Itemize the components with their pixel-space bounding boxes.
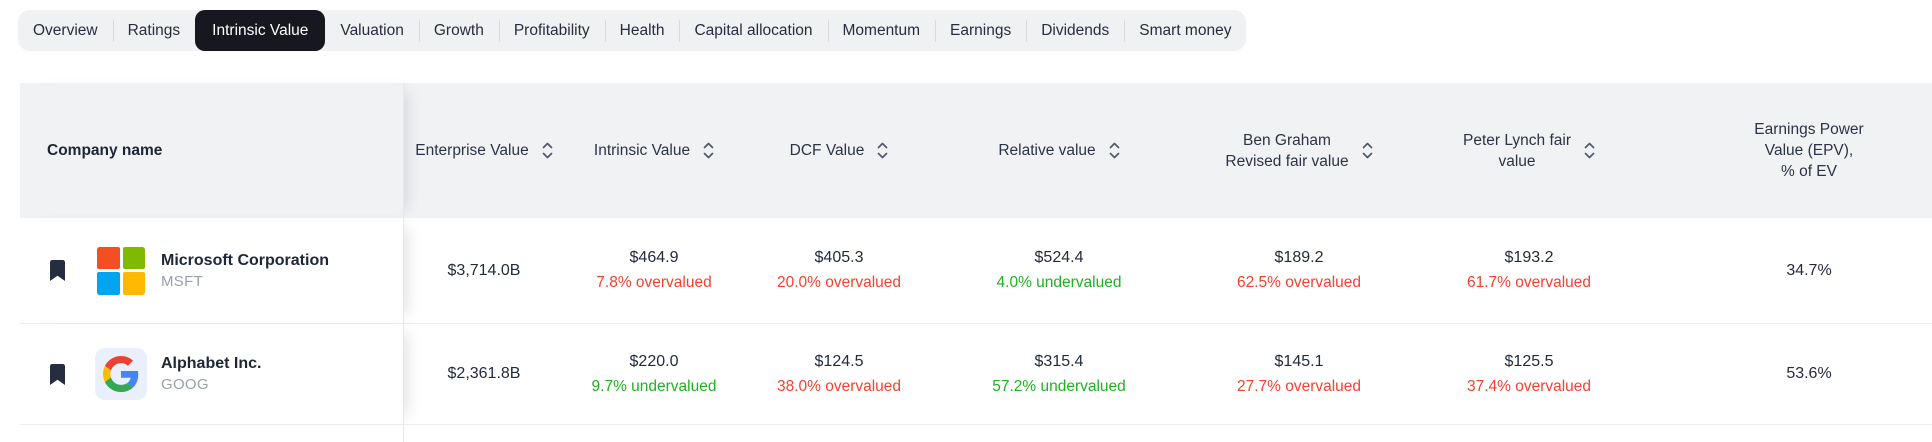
column-header-ben-graham[interactable]: Ben Graham Revised fair value bbox=[1184, 83, 1414, 218]
comparison-table: Company name Enterprise Value Intrinsic … bbox=[20, 83, 1932, 442]
tab-health[interactable]: Health bbox=[605, 10, 680, 51]
dcf-value-cell: $405.3 20.0% overvalued bbox=[744, 218, 934, 323]
valuation-status: 61.7% overvalued bbox=[1466, 274, 1592, 291]
column-label: Intrinsic Value bbox=[593, 142, 691, 159]
cell-value: $193.2 bbox=[1504, 249, 1554, 266]
dcf-value-cell: $124.5 38.0% overvalued bbox=[744, 324, 934, 424]
bookmark-icon[interactable] bbox=[50, 363, 65, 385]
cell-value: $405.3 bbox=[814, 249, 864, 266]
column-header-peter-lynch[interactable]: Peter Lynch fair value bbox=[1414, 83, 1644, 218]
valuation-status: 9.7% undervalued bbox=[591, 377, 717, 395]
valuation-status: 57.2% undervalued bbox=[992, 377, 1126, 395]
column-label: Peter Lynch fair value bbox=[1463, 131, 1571, 170]
tab-profitability[interactable]: Profitability bbox=[499, 10, 605, 51]
relative-value-cell: $315.4 57.2% undervalued bbox=[934, 324, 1184, 424]
company-cell: Alphabet Inc. GOOG bbox=[20, 324, 404, 424]
tab-ratings[interactable]: Ratings bbox=[113, 10, 196, 51]
column-header-enterprise-value[interactable]: Enterprise Value bbox=[404, 83, 564, 218]
table-header-row: Company name Enterprise Value Intrinsic … bbox=[20, 83, 1932, 218]
sort-chevrons-icon[interactable] bbox=[877, 141, 888, 160]
intrinsic-value-cell: $220.0 9.7% undervalued bbox=[564, 324, 744, 424]
tab-valuation[interactable]: Valuation bbox=[340, 21, 404, 39]
column-header-company: Company name bbox=[20, 83, 404, 218]
table-row-partial bbox=[20, 425, 1932, 442]
cell-value: $145.1 bbox=[1274, 352, 1324, 370]
column-label: Company name bbox=[47, 142, 163, 159]
bookmark-icon[interactable] bbox=[50, 260, 65, 281]
column-label: DCF Value bbox=[789, 142, 865, 159]
company-ticker: MSFT bbox=[161, 272, 204, 290]
cell-value: $220.0 bbox=[629, 352, 679, 370]
google-logo bbox=[95, 348, 147, 400]
epv-cell: 34.7% bbox=[1644, 218, 1932, 323]
microsoft-logo bbox=[95, 244, 147, 297]
tab-growth[interactable]: Growth bbox=[419, 10, 499, 51]
column-label: Relative value bbox=[998, 142, 1096, 159]
column-label: Enterprise Value bbox=[415, 142, 529, 159]
cell-value: 34.7% bbox=[1786, 261, 1832, 279]
epv-cell: 53.6% bbox=[1644, 324, 1932, 424]
relative-value-cell: $524.4 4.0% undervalued bbox=[934, 218, 1184, 323]
cell-value: $189.2 bbox=[1274, 249, 1324, 266]
table-row-goog: Alphabet Inc. GOOG $2,361.8B $220.0 9.7%… bbox=[20, 324, 1932, 425]
column-header-intrinsic-value[interactable]: Intrinsic Value bbox=[564, 83, 744, 218]
company-ticker: GOOG bbox=[161, 376, 209, 393]
ben-graham-cell: $145.1 27.7% overvalued bbox=[1184, 324, 1414, 424]
section-tab-bar: Overview Ratings Intrinsic Value Valuati… bbox=[18, 10, 1247, 51]
valuation-status: 38.0% overvalued bbox=[776, 377, 902, 395]
cell-value: $524.4 bbox=[1034, 249, 1084, 266]
company-cell bbox=[20, 425, 404, 442]
column-label: Ben Graham Revised fair value bbox=[1225, 131, 1349, 170]
enterprise-value-cell: $3,714.0B bbox=[404, 218, 564, 323]
tab-smart-money[interactable]: Smart money bbox=[1124, 10, 1246, 51]
company-name-link[interactable]: Microsoft Corporation bbox=[161, 251, 329, 269]
valuation-status: 20.0% overvalued bbox=[776, 274, 902, 291]
valuation-status: 62.5% overvalued bbox=[1236, 274, 1362, 291]
sort-chevrons-icon[interactable] bbox=[542, 141, 553, 160]
ben-graham-cell: $189.2 62.5% overvalued bbox=[1184, 218, 1414, 323]
sort-chevrons-icon[interactable] bbox=[1362, 141, 1373, 160]
column-header-dcf-value[interactable]: DCF Value bbox=[744, 83, 934, 218]
cell-value: $3,714.0B bbox=[447, 261, 521, 279]
column-header-relative-value[interactable]: Relative value bbox=[934, 83, 1184, 218]
enterprise-value-cell: $2,361.8B bbox=[404, 324, 564, 424]
column-label: Earnings Power Value (EPV), % of EV bbox=[1754, 121, 1864, 180]
tab-capital-allocation[interactable]: Capital allocation bbox=[679, 10, 827, 51]
cell-value: $2,361.8B bbox=[447, 365, 521, 382]
column-header-epv[interactable]: Earnings Power Value (EPV), % of EV bbox=[1644, 83, 1932, 218]
sort-chevrons-icon[interactable] bbox=[703, 141, 714, 160]
company-name-link[interactable]: Alphabet Inc. bbox=[161, 355, 262, 372]
cell-value: $125.5 bbox=[1504, 352, 1554, 370]
cell-value: 53.6% bbox=[1786, 365, 1832, 382]
tab-momentum[interactable]: Momentum bbox=[828, 10, 936, 51]
cell-value: $124.5 bbox=[814, 352, 864, 370]
valuation-status: 37.4% overvalued bbox=[1466, 377, 1592, 395]
valuation-status: 27.7% overvalued bbox=[1236, 377, 1362, 395]
tab-intrinsic-value[interactable]: Intrinsic Value bbox=[195, 10, 326, 51]
peter-lynch-cell: $193.2 61.7% overvalued bbox=[1414, 218, 1644, 323]
cell-value: $464.9 bbox=[629, 249, 679, 266]
table-row-msft: Microsoft Corporation MSFT $3,714.0B $46… bbox=[20, 218, 1932, 324]
company-cell: Microsoft Corporation MSFT bbox=[20, 218, 404, 323]
intrinsic-value-cell: $464.9 7.8% overvalued bbox=[564, 218, 744, 323]
valuation-status: 4.0% undervalued bbox=[996, 274, 1122, 291]
tab-overview[interactable]: Overview bbox=[33, 21, 98, 39]
cell-value: $315.4 bbox=[1034, 352, 1084, 370]
valuation-status: 7.8% overvalued bbox=[596, 274, 712, 291]
sort-chevrons-icon[interactable] bbox=[1584, 141, 1595, 160]
sort-chevrons-icon[interactable] bbox=[1109, 141, 1120, 160]
peter-lynch-cell: $125.5 37.4% overvalued bbox=[1414, 324, 1644, 424]
tab-earnings[interactable]: Earnings bbox=[935, 10, 1026, 51]
tab-dividends[interactable]: Dividends bbox=[1026, 10, 1124, 51]
